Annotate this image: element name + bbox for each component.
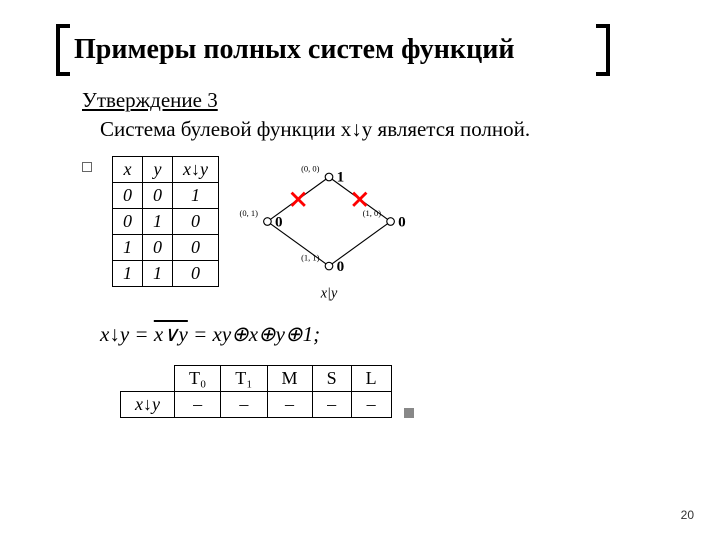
- props-table: T₀ T₁ M S L x↓y – – – – –: [120, 365, 392, 418]
- th-xy: x↓y: [173, 157, 219, 183]
- th-x: x: [113, 157, 143, 183]
- table-row: T₀ T₁ M S L: [121, 366, 392, 392]
- svg-text:(0, 1): (0, 1): [239, 208, 258, 218]
- content-row: x y x↓y 001 010 100 110 (0, 0) 1 (0, 1) 0 (1…: [82, 156, 660, 306]
- th-y: y: [143, 157, 173, 183]
- svg-text:x|y: x|y: [320, 285, 338, 301]
- th-s: S: [312, 366, 351, 392]
- formula-rhs: = xy⊕x⊕y⊕1;: [188, 322, 320, 346]
- svg-text:(1, 0): (1, 0): [363, 208, 382, 218]
- table-row: 100: [113, 235, 219, 261]
- svg-text:0: 0: [398, 213, 406, 230]
- table-row: 010: [113, 209, 219, 235]
- formula: x↓y = x∨y = xy⊕x⊕y⊕1;: [100, 322, 660, 347]
- svg-text:0: 0: [337, 258, 345, 275]
- th-m: M: [267, 366, 312, 392]
- truth-table: x y x↓y 001 010 100 110: [112, 156, 219, 287]
- statement-block: Утверждение 3 Система булевой функции x↓…: [82, 88, 660, 142]
- svg-text:(1, 1): (1, 1): [301, 252, 320, 262]
- table-row: 110: [113, 261, 219, 287]
- th-t1: T₁: [221, 366, 267, 392]
- bracket-left-icon: [56, 24, 70, 76]
- row-label: x↓y: [121, 392, 175, 418]
- props-wrap: T₀ T₁ M S L x↓y – – – – –: [120, 365, 660, 418]
- table-row: 001: [113, 183, 219, 209]
- qed-icon: [404, 408, 414, 418]
- hasse-diagram: (0, 0) 1 (0, 1) 0 (1, 0) 0 (1, 1) 0 x|y: [239, 156, 419, 306]
- bracket-right-icon: [596, 24, 610, 76]
- formula-overline: x∨y: [154, 322, 188, 346]
- table-row: x↓y – – – – –: [121, 392, 392, 418]
- th-l: L: [351, 366, 391, 392]
- statement-text: Система булевой функции x↓y является пол…: [100, 117, 660, 142]
- page-number: 20: [681, 508, 694, 522]
- page-title: Примеры полных систем функций: [60, 30, 660, 70]
- formula-lhs: x↓y =: [100, 322, 154, 346]
- bullet-icon: [82, 162, 92, 172]
- svg-text:(0, 0): (0, 0): [301, 163, 320, 173]
- svg-text:0: 0: [275, 213, 283, 230]
- title-wrap: Примеры полных систем функций: [60, 30, 660, 70]
- th-t0: T₀: [174, 366, 220, 392]
- svg-text:1: 1: [337, 169, 345, 186]
- statement-heading: Утверждение 3: [82, 88, 660, 113]
- table-row: x y x↓y: [113, 157, 219, 183]
